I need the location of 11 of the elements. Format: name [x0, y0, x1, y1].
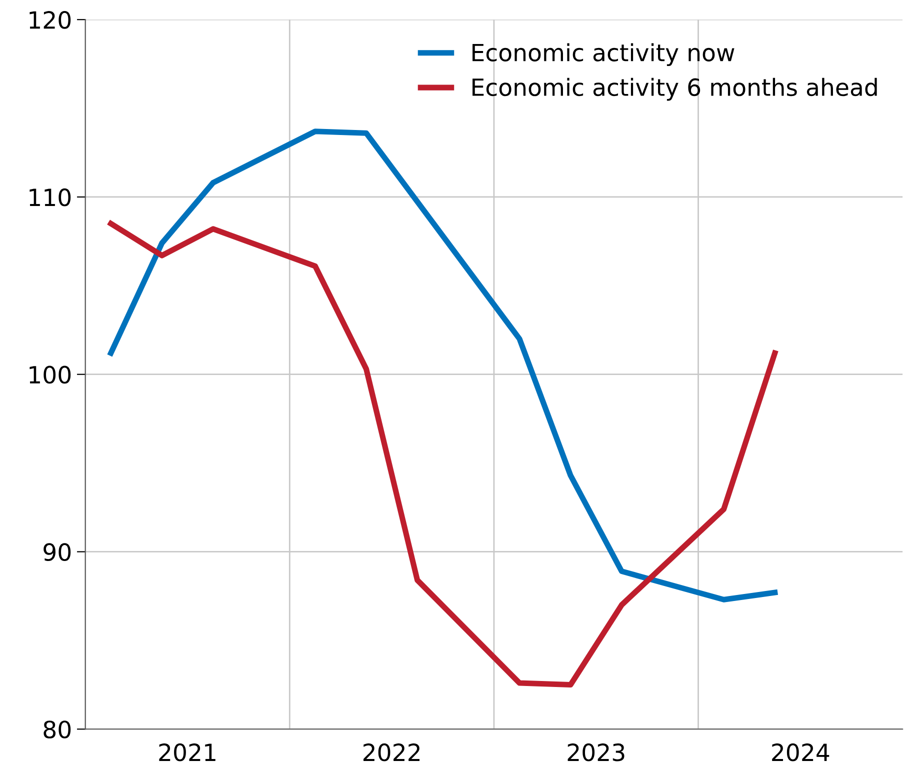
y-tick-label: 80 [44, 720, 71, 738]
legend-label: Economic activity now [472, 43, 734, 66]
y-tick-label: 90 [44, 543, 71, 562]
x-tick-label: 2024 [772, 743, 830, 762]
x-tick-label: 2023 [568, 743, 624, 762]
x-tick-label: 2022 [363, 743, 420, 762]
legend-label: Economic activity 6 months ahead [472, 78, 877, 101]
y-tick-label: 120 [30, 11, 71, 29]
y-tick-label: 110 [30, 188, 71, 206]
y-tick-label: 100 [30, 366, 71, 384]
x-tick-label: 2021 [159, 743, 216, 762]
